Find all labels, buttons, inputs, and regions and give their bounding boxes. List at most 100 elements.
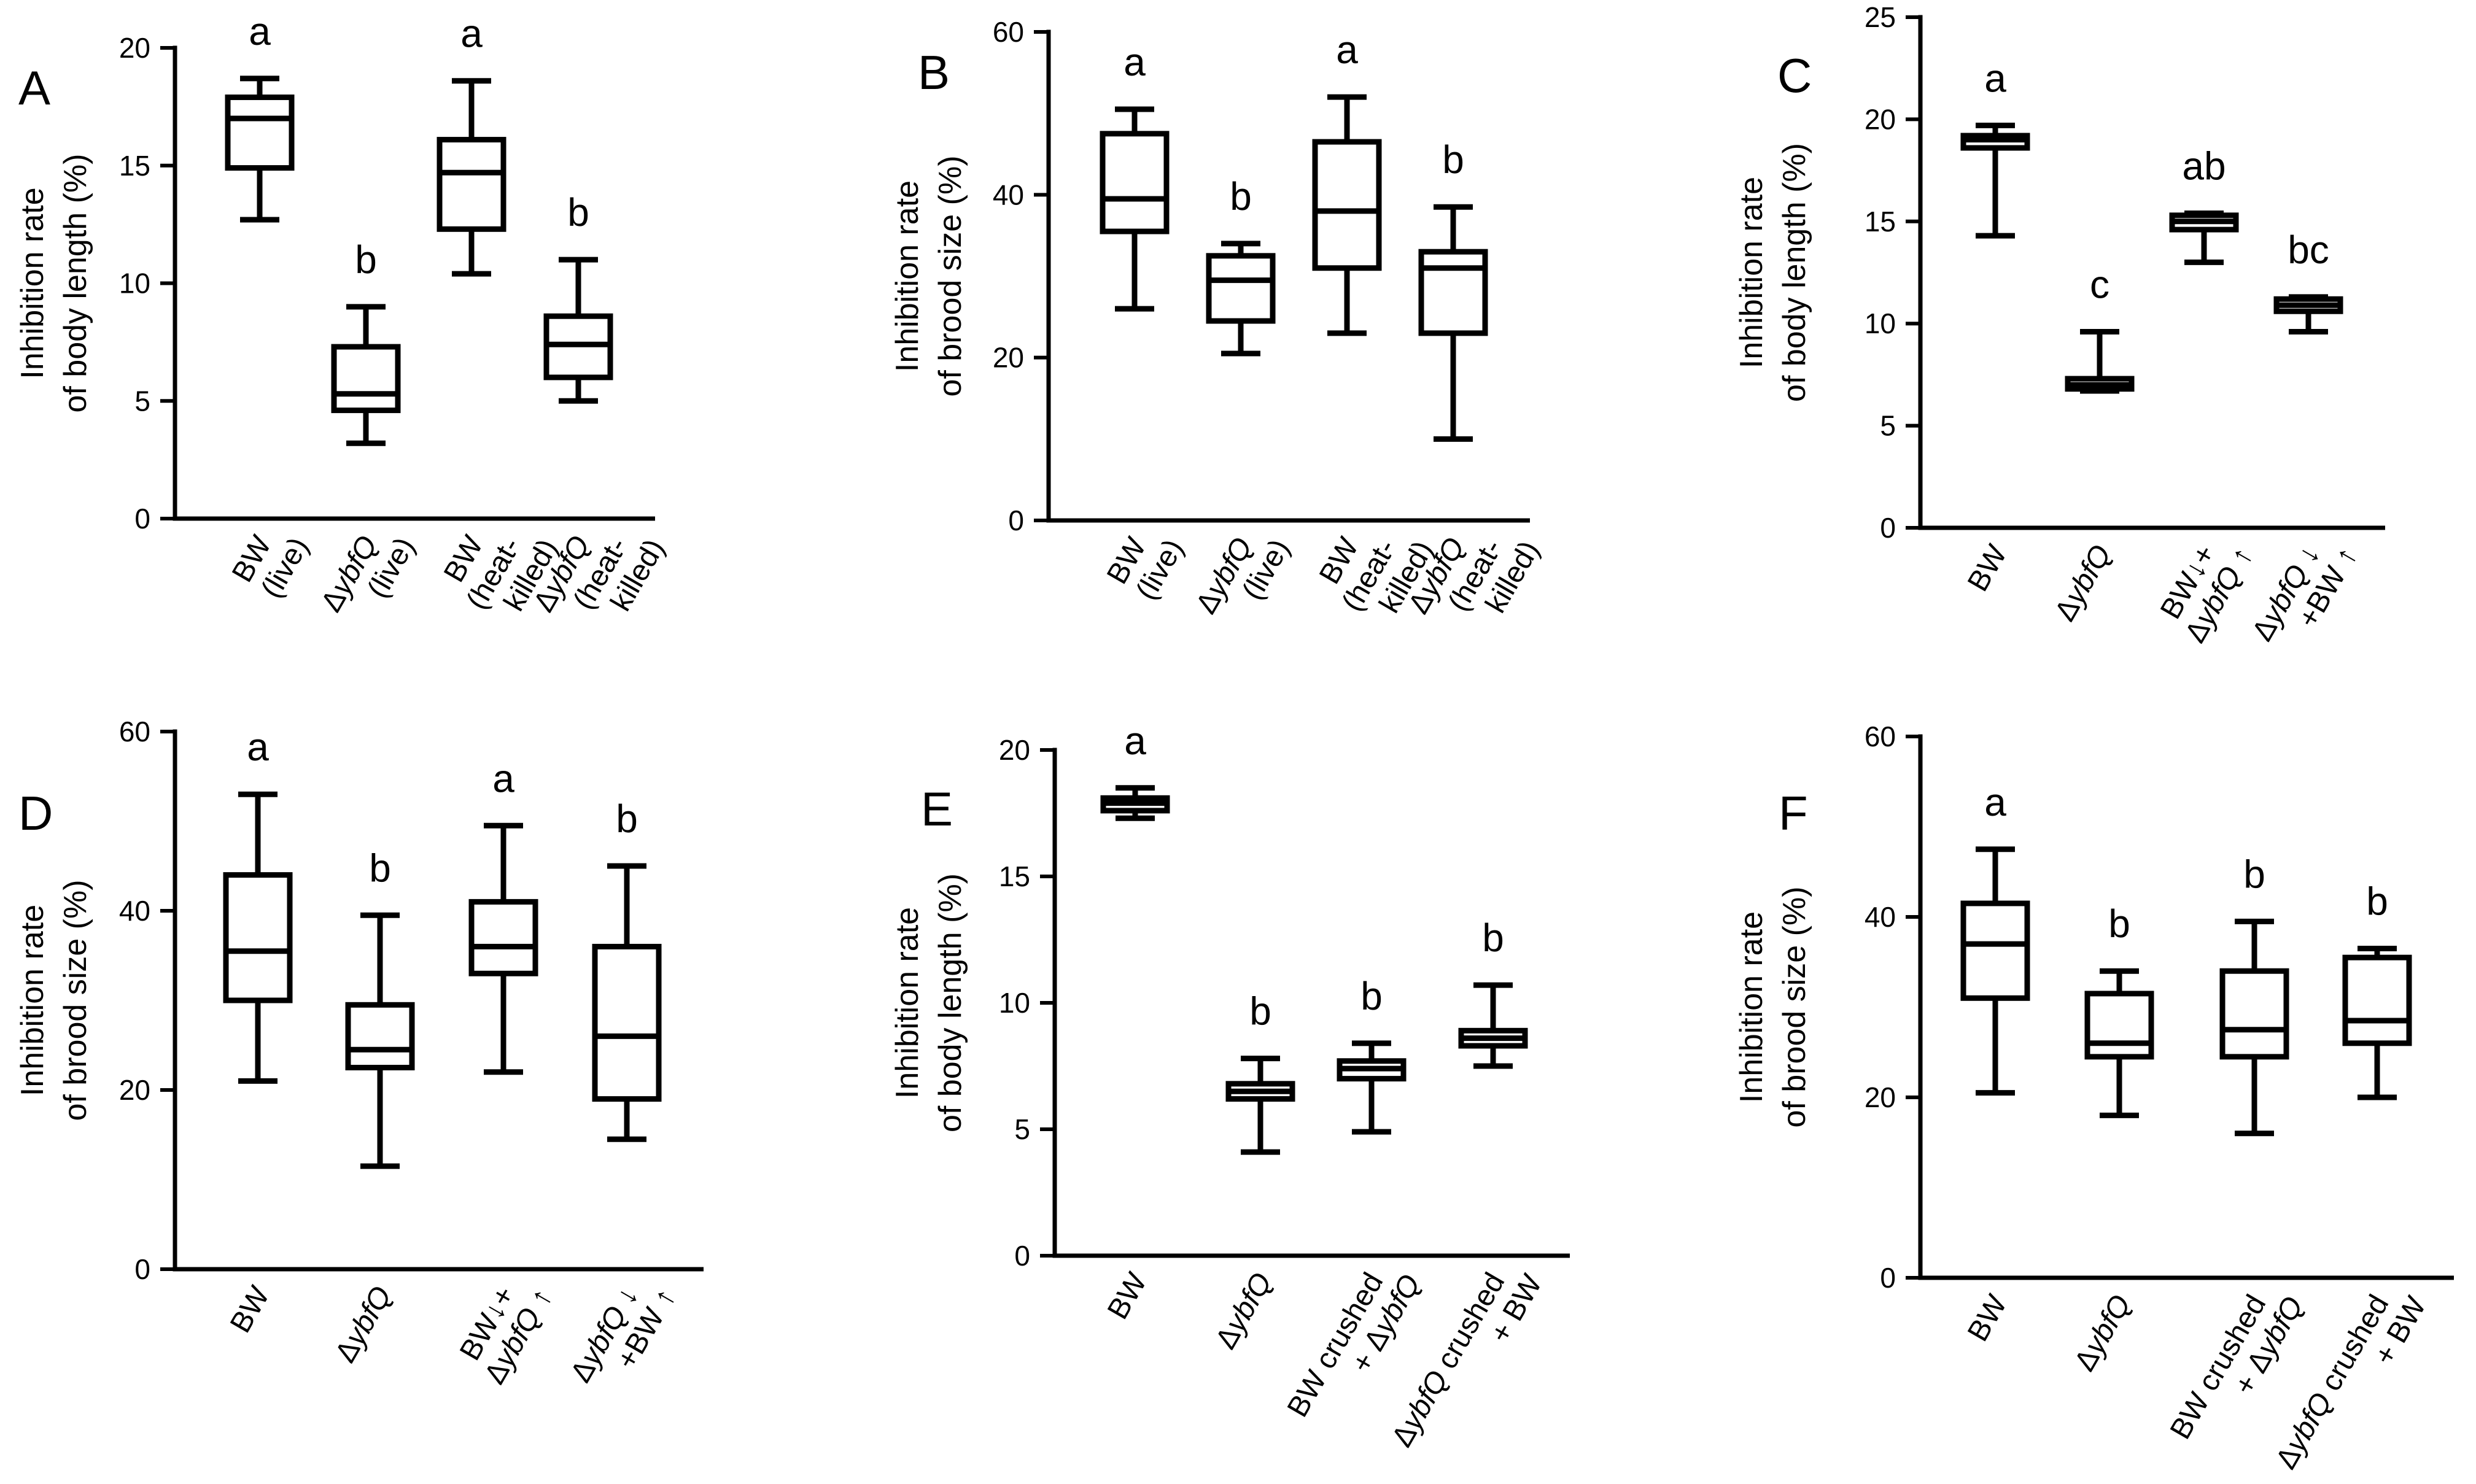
panel-c-ytick-label: 25 bbox=[1865, 1, 1896, 33]
panel-c-sig-letter: bc bbox=[2288, 228, 2329, 272]
panel-b-y-title: of brood size (%) bbox=[933, 155, 968, 396]
panel-c-box-2 bbox=[2065, 329, 2135, 394]
panel-c-y-title: Inhibition rate bbox=[1734, 177, 1769, 368]
panel-e-y-title: Inhibition rate bbox=[890, 907, 925, 1099]
panel-b-sig-letter: b bbox=[1230, 174, 1252, 218]
panel-d-sig-letter: a bbox=[492, 756, 514, 800]
panel-b-ytick-label: 20 bbox=[993, 342, 1024, 374]
panel-b-label: B bbox=[918, 45, 950, 99]
panel-d-sig-letter: b bbox=[369, 846, 391, 890]
panel-c-ytick-label: 20 bbox=[1865, 103, 1896, 135]
panel-a-box-1 bbox=[225, 75, 295, 223]
panel-c-category-label: BW bbox=[1962, 539, 2014, 597]
panel-b-category-label: ΔybfQ(live) bbox=[1190, 517, 1296, 636]
panel-b-y-title: Inhibition rate bbox=[890, 180, 925, 372]
panel-a-sig-letter: a bbox=[460, 12, 483, 56]
box-iqr bbox=[345, 1002, 415, 1071]
panel-b-category-label: ΔybfQ(heat-killed) bbox=[1402, 503, 1546, 653]
box-iqr bbox=[592, 943, 662, 1102]
box-iqr bbox=[225, 95, 295, 171]
panel-f-sig-letter: b bbox=[2243, 852, 2265, 896]
box-iqr bbox=[2084, 991, 2154, 1060]
panel-f-ytick-label: 20 bbox=[1865, 1081, 1896, 1113]
panel-f-category-label: ΔybfQ bbox=[2068, 1289, 2138, 1377]
panel-d-ytick-label: 0 bbox=[134, 1253, 150, 1285]
panel-e-ytick-label: 5 bbox=[1014, 1113, 1030, 1145]
panel-a-ytick-label: 0 bbox=[134, 503, 150, 535]
panel-d-box-2 bbox=[345, 912, 415, 1169]
panel-d-sig-letter: b bbox=[616, 797, 638, 841]
box-iqr bbox=[1418, 249, 1488, 336]
panel-d-box-3 bbox=[468, 822, 538, 1075]
panel-a-box-2 bbox=[331, 304, 401, 446]
panel-d-category-label: BW↓+ΔybfQ ↑ bbox=[449, 1266, 559, 1389]
panel-b-ytick-label: 40 bbox=[993, 179, 1024, 211]
panel-a-box-4 bbox=[543, 257, 613, 404]
panel-e-box-3 bbox=[1337, 1040, 1407, 1135]
box-iqr bbox=[223, 872, 293, 1003]
panel-f-y-title: Inhibition rate bbox=[1734, 911, 1769, 1103]
panel-d-category-label: BW bbox=[224, 1280, 276, 1338]
panel-e-ytick-label: 0 bbox=[1014, 1240, 1030, 1272]
panel-d: D 0 20 40 60 Inhibition rate of brood size (%)… bbox=[15, 716, 704, 1389]
panel-d-ytick-label: 40 bbox=[119, 895, 150, 927]
box-iqr bbox=[2342, 954, 2412, 1046]
panel-b-box-2 bbox=[1206, 241, 1276, 357]
panel-f-label: F bbox=[1779, 786, 1808, 840]
panel-c-sig-letter: c bbox=[2090, 263, 2109, 307]
panel-e-category-label: ΔybfQ bbox=[1209, 1267, 1279, 1355]
panel-c-category-label: BW↓+ΔybfQ ↑ bbox=[2150, 525, 2259, 648]
panel-d-y-title: Inhibition rate bbox=[15, 905, 50, 1096]
panel-f-sig-letter: b bbox=[2108, 902, 2130, 946]
panel-c: C 0 5 10 15 20 25 Inhibition rate of body length… bbox=[1734, 1, 2385, 663]
panel-e-ytick-label: 15 bbox=[999, 860, 1030, 892]
panel-e-ytick-label: 20 bbox=[999, 734, 1030, 766]
panel-a-sig-letter: b bbox=[567, 190, 589, 234]
panel-a-sig-letter: a bbox=[249, 9, 271, 53]
panel-b-box-1 bbox=[1100, 106, 1170, 312]
panel-e-ytick-label: 10 bbox=[999, 987, 1030, 1019]
panel-f: F 0 20 40 60 Inhibition rate of brood size (%)… bbox=[1734, 721, 2454, 1475]
panel-a-ytick-label: 20 bbox=[119, 32, 150, 64]
panel-a-label: A bbox=[18, 61, 50, 115]
panel-b: B 0 20 40 60 Inhibition rate of brood size (%)… bbox=[890, 16, 1546, 653]
panel-f-category-label: BW bbox=[1962, 1289, 2014, 1347]
panel-e-category-label: BW bbox=[1101, 1267, 1154, 1324]
panel-c-category-label: ΔybfQ ↓+BW ↑ bbox=[2246, 525, 2364, 663]
box-iqr bbox=[1206, 253, 1276, 324]
box-iqr bbox=[2219, 968, 2289, 1060]
panel-c-box-1 bbox=[1960, 122, 2030, 239]
panel-a-category-label: ΔybfQ(heat-killed) bbox=[527, 501, 671, 651]
panel-d-y-title: of brood size (%) bbox=[58, 879, 93, 1121]
panel-f-box-1 bbox=[1960, 846, 2030, 1096]
panel-e-sig-letter: a bbox=[1124, 719, 1146, 763]
box-iqr bbox=[1312, 139, 1382, 271]
panel-f-ytick-label: 60 bbox=[1865, 721, 1896, 752]
panel-a-y-title: of body length (%) bbox=[58, 153, 93, 412]
panel-a-category-label: BW(live) bbox=[226, 516, 315, 605]
panel-d-category-label: ΔybfQ bbox=[329, 1281, 398, 1368]
panel-d-sig-letter: a bbox=[247, 725, 269, 769]
panel-b-sig-letter: a bbox=[1336, 28, 1358, 72]
panel-a-category-label: ΔybfQ(live) bbox=[315, 516, 421, 634]
panel-d-ytick-label: 20 bbox=[119, 1074, 150, 1106]
panel-e-sig-letter: b bbox=[1482, 916, 1504, 960]
panel-f-y-title: of brood size (%) bbox=[1777, 886, 1812, 1127]
panel-c-ytick-label: 15 bbox=[1865, 206, 1896, 238]
panel-d-label: D bbox=[18, 786, 53, 840]
panel-a: A 0 5 10 15 20 Inhibition rate of body length (… bbox=[15, 9, 671, 651]
panel-a-ytick-label: 10 bbox=[119, 268, 150, 300]
panel-e-sig-letter: b bbox=[1360, 974, 1383, 1018]
panel-a-sig-letter: b bbox=[355, 238, 377, 282]
panel-b-box-4 bbox=[1418, 204, 1488, 442]
panel-c-y-title: of body length (%) bbox=[1777, 143, 1812, 402]
panel-c-box-4 bbox=[2273, 294, 2343, 335]
panel-b-sig-letter: a bbox=[1124, 40, 1146, 84]
panel-f-ytick-label: 40 bbox=[1865, 901, 1896, 933]
panel-e-y-title: of body length (%) bbox=[933, 873, 968, 1132]
panel-b-category-label: BW(live) bbox=[1101, 517, 1190, 606]
panel-d-ytick-label: 60 bbox=[119, 716, 150, 748]
panel-a-ytick-label: 15 bbox=[119, 150, 150, 182]
panel-a-y-title: Inhibition rate bbox=[15, 187, 50, 379]
